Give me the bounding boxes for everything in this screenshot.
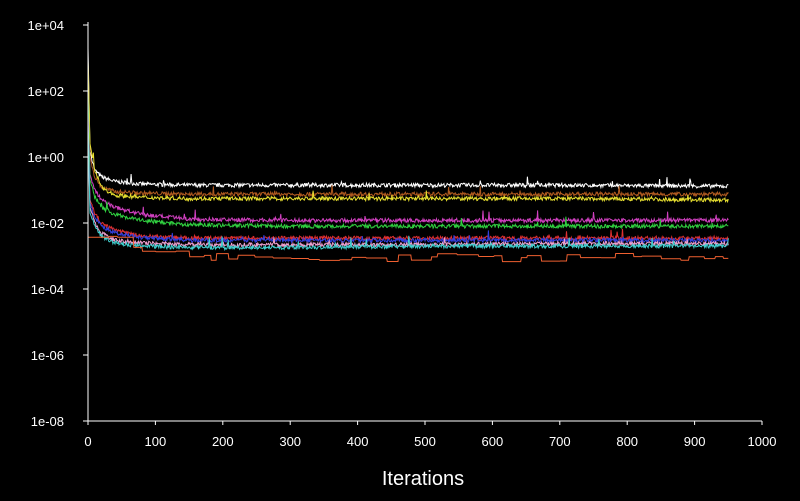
series-layer <box>87 48 729 263</box>
x-tick-label: 600 <box>482 434 504 449</box>
x-tick-label: 200 <box>212 434 234 449</box>
x-tick-label: 400 <box>347 434 369 449</box>
x-tick-label: 0 <box>84 434 91 449</box>
series-line-white <box>87 48 729 190</box>
x-tick-label: 700 <box>549 434 571 449</box>
x-tick-label: 300 <box>279 434 301 449</box>
series-line-magenta <box>87 100 729 225</box>
y-tick-label: 1e+00 <box>27 150 64 165</box>
x-axis-label: Iterations <box>382 468 464 490</box>
series-line-blue <box>87 114 729 244</box>
series-line-green <box>87 94 729 230</box>
y-tick-label: 1e-04 <box>31 282 64 297</box>
series-line-brown <box>87 67 729 198</box>
y-tick-label: 1e-06 <box>31 348 64 363</box>
y-tick-label: 1e-08 <box>31 414 64 429</box>
y-tick-label: 1e-02 <box>31 216 64 231</box>
series-line-yellow <box>87 61 729 204</box>
series-line-orange <box>88 235 729 263</box>
series-line-cyan <box>87 123 729 252</box>
y-tick-label: 1e+04 <box>27 18 64 33</box>
y-tick-label: 1e+02 <box>27 84 64 99</box>
ticks: 0 100 200 300 400 500 600 700 800 900 1000 1e+04 1e+… <box>27 18 776 449</box>
x-tick-label: 800 <box>616 434 638 449</box>
x-tick-label: 100 <box>145 434 167 449</box>
x-tick-label: 1000 <box>748 434 777 449</box>
x-tick-label: 900 <box>684 434 706 449</box>
x-tick-label: 500 <box>414 434 436 449</box>
